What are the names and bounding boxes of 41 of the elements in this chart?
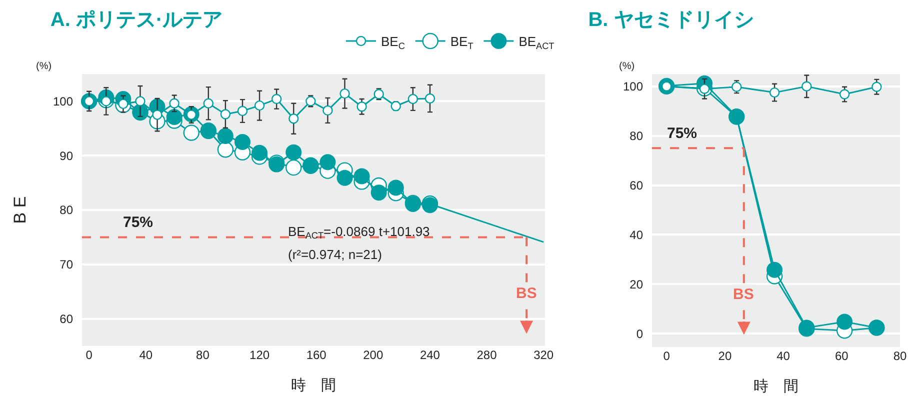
chart-title: B. ヤセミドリイシ: [588, 9, 754, 32]
y-tick-label: 70: [60, 258, 74, 272]
ref-line-label: BS: [733, 286, 754, 303]
x-tick-label: 200: [363, 348, 384, 362]
y-tick-label: 60: [60, 312, 74, 326]
annotation: (r²=0.974; n=21): [288, 247, 382, 262]
annotation: BE$_{ACT}$=-0.0869 t+101.93: [288, 224, 430, 241]
x-tick-label: 80: [893, 349, 907, 363]
legend-label: BE$_{ACT}$: [518, 34, 555, 51]
ref-line-label: BS: [516, 285, 537, 302]
y-tick-label: 80: [60, 203, 74, 218]
x-tick-label: 320: [534, 348, 554, 362]
ref-line-label: 75%: [667, 125, 698, 142]
y-tick-label: 0: [636, 326, 644, 341]
y-axis-title: B E: [10, 196, 30, 224]
y-tick-label: 100: [622, 80, 644, 94]
x-tick-label: 60: [834, 349, 849, 363]
y-tick-label: 100: [52, 94, 74, 108]
x-tick-label: 120: [250, 348, 270, 362]
legend-label: BE$_{T}$: [450, 34, 474, 51]
x-tick-label: 280: [476, 348, 498, 362]
legend-label: BE$_{C}$: [381, 34, 406, 51]
y-tick-label: 20: [630, 277, 644, 292]
x-axis-title: 時 間: [291, 377, 336, 394]
x-tick-label: 40: [776, 349, 790, 363]
text: (%): [36, 61, 52, 72]
x-axis-title: 時 間: [754, 378, 798, 395]
x-tick-label: 20: [718, 349, 732, 363]
x-tick-label: 240: [420, 348, 440, 362]
y-tick-label: 90: [60, 148, 74, 163]
x-tick-label: 0: [86, 348, 93, 362]
text: (%): [619, 61, 635, 72]
x-tick-label: 80: [196, 348, 210, 362]
y-tick-label: 80: [630, 129, 644, 144]
ref-line-label: 75%: [123, 214, 154, 231]
y-tick-label: 60: [630, 178, 644, 192]
chart-title: A. ポリテス·ルテア: [50, 9, 223, 32]
x-tick-label: 160: [306, 348, 327, 362]
y-tick-label: 40: [630, 228, 644, 242]
x-tick-label: 0: [663, 349, 670, 363]
x-tick-label: 40: [139, 348, 153, 362]
